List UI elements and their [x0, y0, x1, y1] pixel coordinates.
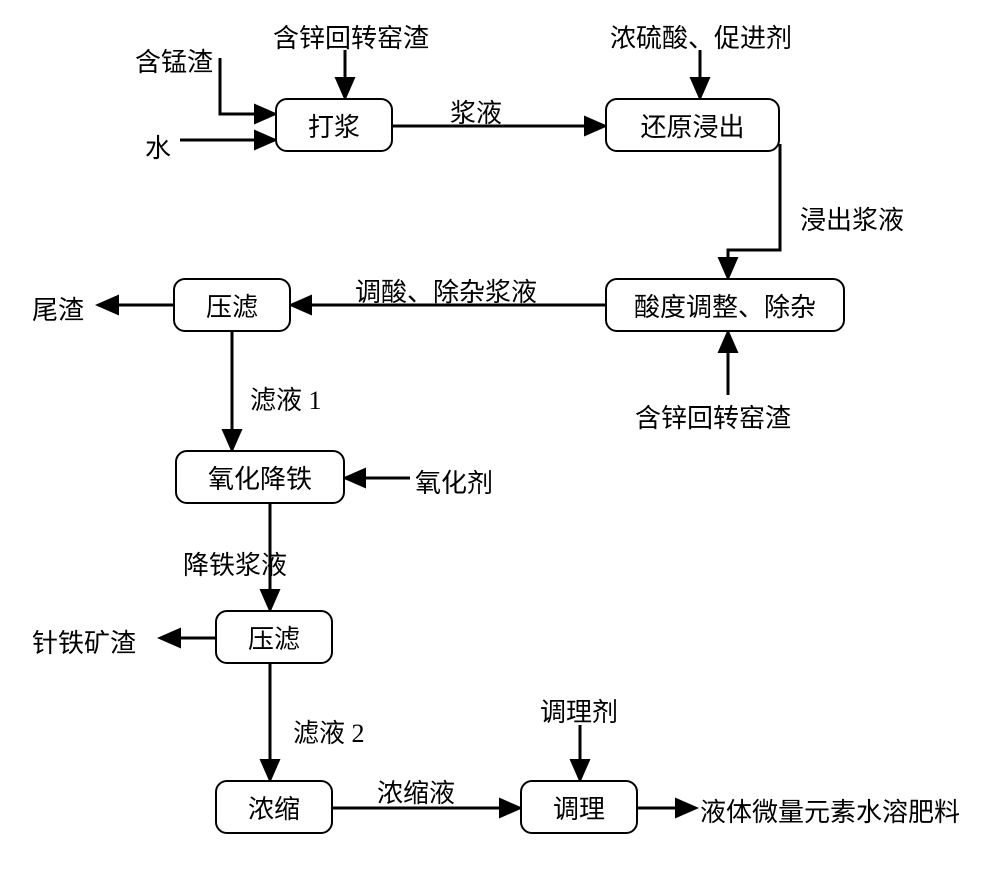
- label-tailings: 尾渣: [32, 290, 84, 327]
- label-leach-slurry: 浸出浆液: [800, 200, 904, 237]
- node-label: 氧化降铁: [208, 459, 312, 496]
- arrow-a_red_to_acidity: [728, 144, 780, 278]
- arrow-a_mn_to_pulp: [220, 58, 275, 114]
- node-press-filter-1: 压滤: [173, 278, 291, 332]
- node-concentrate: 浓缩: [215, 780, 333, 834]
- label-filtrate-2: 滤液 2: [293, 713, 365, 750]
- label-iron-reduced-slurry: 降铁浆液: [183, 545, 287, 582]
- node-label: 调理: [553, 789, 605, 826]
- label-zn-kiln-slag-bottom: 含锌回转窑渣: [635, 398, 791, 435]
- node-label: 还原浸出: [640, 107, 744, 144]
- label-product-fertilizer: 液体微量元素水溶肥料: [700, 792, 960, 829]
- label-adjusted-slurry: 调酸、除杂浆液: [355, 272, 537, 309]
- label-water: 水: [145, 128, 171, 165]
- node-oxidation-iron: 氧化降铁: [175, 450, 345, 504]
- node-pulping: 打浆: [275, 98, 393, 152]
- label-conditioner: 调理剂: [540, 692, 618, 729]
- label-oxidant: 氧化剂: [415, 463, 493, 500]
- node-label: 打浆: [308, 107, 360, 144]
- label-sulfuric-acid-promoter: 浓硫酸、促进剂: [610, 18, 792, 55]
- label-goethite-slag: 针铁矿渣: [32, 623, 136, 660]
- node-press-filter-2: 压滤: [215, 610, 333, 664]
- label-concentrated-liquid: 浓缩液: [377, 773, 455, 810]
- node-reduction-leaching: 还原浸出: [605, 98, 780, 152]
- label-slurry: 浆液: [450, 93, 502, 130]
- node-label: 压滤: [206, 287, 258, 324]
- label-filtrate-1: 滤液 1: [250, 380, 322, 417]
- node-label: 压滤: [248, 619, 300, 656]
- node-label: 酸度调整、除杂: [634, 287, 816, 324]
- label-zn-kiln-slag-top: 含锌回转窑渣: [273, 18, 429, 55]
- node-label: 浓缩: [248, 789, 300, 826]
- node-acidity-adjust: 酸度调整、除杂: [605, 278, 845, 332]
- node-conditioning: 调理: [520, 780, 638, 834]
- label-mn-slag: 含锰渣: [135, 42, 213, 79]
